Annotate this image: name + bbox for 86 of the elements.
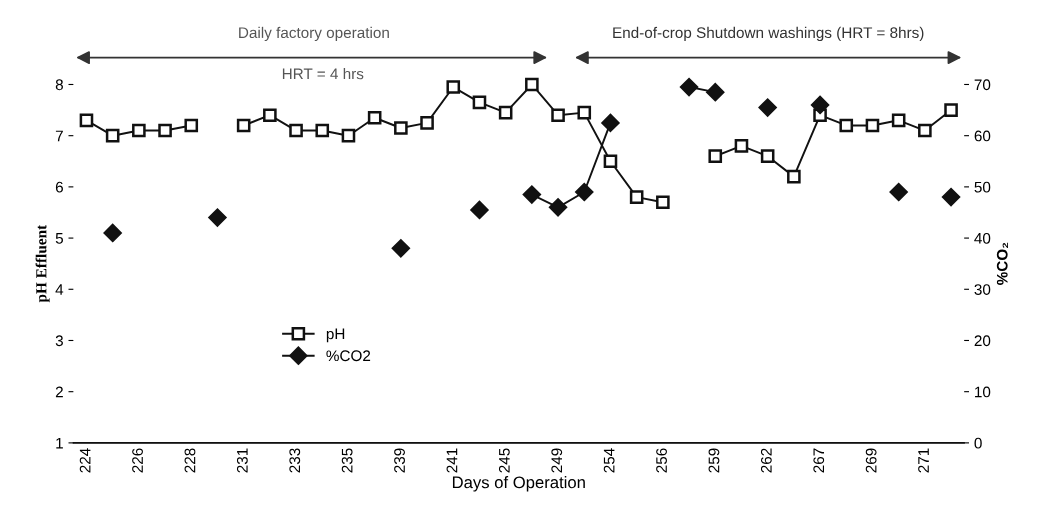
y2-tick-label: 0 bbox=[974, 437, 982, 449]
point bbox=[865, 118, 880, 133]
point bbox=[525, 77, 539, 92]
legend-label: %CO2 bbox=[326, 350, 371, 362]
x-axis-title: Days of Operation bbox=[452, 476, 585, 492]
y-tick-label: 5 bbox=[55, 233, 63, 244]
point bbox=[787, 169, 801, 184]
y-tick-label: 3 bbox=[55, 335, 63, 347]
point bbox=[944, 103, 958, 117]
point bbox=[551, 108, 565, 123]
point bbox=[103, 223, 122, 243]
point bbox=[498, 105, 513, 120]
point bbox=[105, 128, 120, 143]
point bbox=[603, 154, 618, 169]
point bbox=[839, 118, 854, 133]
point bbox=[208, 208, 227, 227]
text: End-of-crop Shutdown washings (HRT = 8hrs) bbox=[613, 26, 924, 42]
x-tick-label: 267 bbox=[813, 448, 825, 473]
point bbox=[472, 95, 487, 110]
x-tick-label: 228 bbox=[184, 448, 196, 473]
x-tick-label: 259 bbox=[708, 448, 720, 473]
y2-tick-label: 20 bbox=[974, 335, 991, 347]
point bbox=[79, 113, 94, 128]
point bbox=[289, 123, 303, 138]
point bbox=[734, 139, 749, 153]
x-tick-label: 231 bbox=[236, 448, 248, 473]
text: Daily factory operation bbox=[239, 26, 389, 42]
point bbox=[367, 110, 382, 125]
point bbox=[446, 80, 461, 94]
point bbox=[758, 98, 777, 117]
legend-label: pH bbox=[326, 328, 345, 343]
y2-tick-label: 70 bbox=[974, 79, 991, 91]
x-tick-label: 262 bbox=[760, 448, 772, 473]
y2-tick-label: 30 bbox=[974, 284, 991, 295]
x-tick-label: 224 bbox=[79, 448, 91, 473]
y-axis-title: pH Effluent bbox=[35, 224, 50, 303]
point bbox=[706, 83, 725, 102]
y-tick-label: 7 bbox=[55, 130, 63, 142]
point bbox=[656, 195, 670, 210]
point bbox=[918, 123, 932, 138]
x-tick-label: 235 bbox=[341, 448, 353, 473]
y2-tick-label: 60 bbox=[974, 130, 991, 142]
y-tick-label: 2 bbox=[55, 386, 63, 398]
point bbox=[236, 118, 251, 133]
y-tick-label: 8 bbox=[55, 79, 63, 91]
point bbox=[391, 239, 410, 258]
y-tick-label: 6 bbox=[55, 181, 63, 193]
point bbox=[679, 77, 699, 97]
point bbox=[263, 108, 277, 123]
x-tick-label: 233 bbox=[289, 448, 301, 473]
y-tick-label: 1 bbox=[56, 437, 63, 449]
point bbox=[575, 182, 594, 202]
x-tick-label: 245 bbox=[498, 448, 510, 473]
x-tick-label: 226 bbox=[132, 448, 143, 473]
point bbox=[577, 105, 592, 120]
x-tick-label: 241 bbox=[446, 448, 458, 473]
point bbox=[548, 198, 568, 217]
point bbox=[341, 128, 356, 143]
point bbox=[470, 200, 489, 220]
y-tick-label: 4 bbox=[55, 284, 64, 295]
point bbox=[184, 118, 199, 133]
point bbox=[629, 190, 644, 204]
point bbox=[601, 113, 620, 132]
x-tick-label: 239 bbox=[394, 448, 405, 473]
y2-tick-label: 50 bbox=[974, 181, 991, 193]
point bbox=[132, 123, 146, 138]
point bbox=[760, 149, 775, 163]
point bbox=[891, 113, 906, 128]
point bbox=[941, 188, 961, 207]
text: HRT = 4 hrs bbox=[282, 68, 364, 80]
y2-tick-label: 10 bbox=[975, 386, 991, 398]
point bbox=[315, 123, 330, 138]
x-tick-label: 249 bbox=[551, 448, 563, 473]
point bbox=[158, 123, 172, 138]
point bbox=[522, 185, 541, 204]
point bbox=[889, 182, 908, 202]
x-tick-label: 254 bbox=[603, 448, 615, 473]
x-tick-label: 271 bbox=[918, 448, 929, 473]
point bbox=[810, 95, 830, 115]
x-tick-label: 256 bbox=[656, 448, 667, 473]
point bbox=[420, 116, 434, 130]
point bbox=[394, 121, 408, 135]
x-tick-label: 269 bbox=[865, 448, 877, 473]
y2-axis-title: %CO₂ bbox=[996, 242, 1008, 285]
y2-tick-label: 40 bbox=[974, 232, 991, 244]
point bbox=[708, 149, 723, 163]
